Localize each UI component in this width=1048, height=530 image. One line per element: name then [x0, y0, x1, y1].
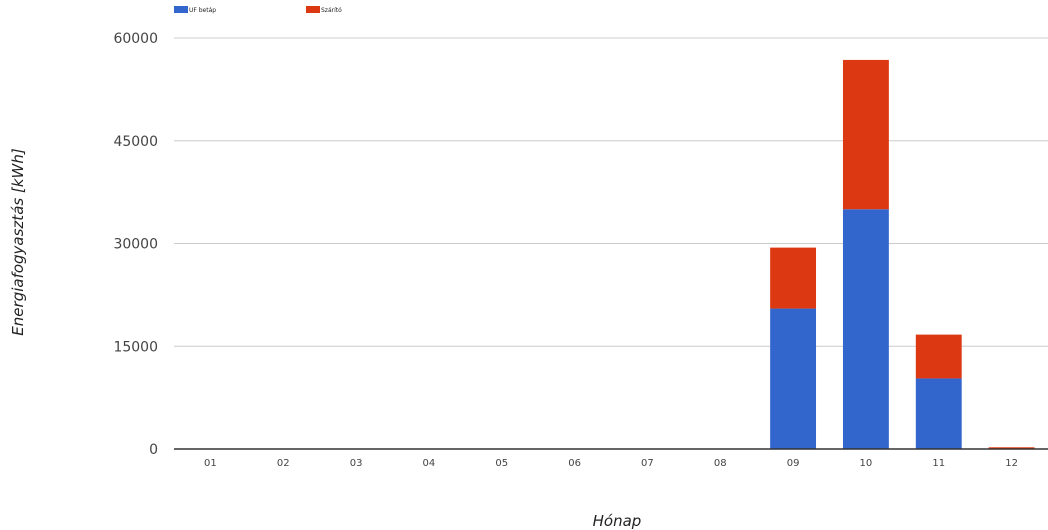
y-tick-label: 0: [149, 442, 158, 458]
bar-segment: [770, 308, 817, 449]
bar-segment: [988, 447, 1035, 449]
x-tick-label: 05: [495, 458, 508, 469]
legend-label-uf-betap: UF betáp: [189, 7, 216, 14]
x-tick-label: 02: [277, 458, 290, 469]
bar-segment: [842, 59, 889, 210]
y-tick-label: 15000: [113, 339, 158, 355]
y-tick-labels: 0 15000 30000 45000 60000: [113, 31, 158, 458]
legend-swatch-szarito: [306, 6, 320, 13]
x-tick-label: 11: [932, 458, 945, 469]
bar-segment: [915, 378, 962, 449]
bar-segment: [770, 247, 817, 309]
x-tick-label: 04: [423, 458, 436, 469]
x-tick-label: 09: [787, 458, 800, 469]
legend-swatch-uf-betap: [174, 6, 188, 13]
y-tick-label: 30000: [113, 237, 158, 253]
x-tick-label: 01: [204, 458, 217, 469]
x-tick-label: 10: [860, 458, 873, 469]
y-tick-label: 60000: [113, 31, 158, 47]
x-tick-label: 08: [714, 458, 727, 469]
legend: UF betáp Szárító: [174, 6, 342, 14]
x-tick-labels: 01 02 03 04 05 06 07 08 09 10 11 12: [204, 458, 1018, 469]
x-tick-label: 03: [350, 458, 363, 469]
x-axis-title: Hónap: [593, 512, 642, 530]
y-axis-title: Energiafogyasztás [kWh]: [9, 148, 27, 336]
legend-label-szarito: Szárító: [321, 7, 342, 14]
y-tick-label: 45000: [113, 134, 158, 150]
gridlines: [174, 37, 1048, 347]
bar-segment: [842, 209, 889, 449]
bars: [770, 59, 1035, 449]
x-tick-label: 07: [641, 458, 654, 469]
bar-segment: [915, 334, 962, 379]
x-tick-label: 06: [568, 458, 581, 469]
x-tick-label: 12: [1005, 458, 1018, 469]
